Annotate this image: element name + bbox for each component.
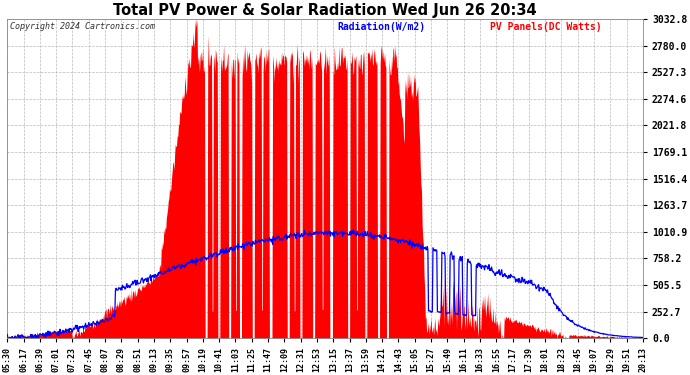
Title: Total PV Power & Solar Radiation Wed Jun 26 20:34: Total PV Power & Solar Radiation Wed Jun… (113, 3, 537, 18)
Text: Radiation(W/m2): Radiation(W/m2) (338, 22, 426, 32)
Text: Copyright 2024 Cartronics.com: Copyright 2024 Cartronics.com (10, 22, 155, 31)
Text: PV Panels(DC Watts): PV Panels(DC Watts) (491, 22, 602, 32)
